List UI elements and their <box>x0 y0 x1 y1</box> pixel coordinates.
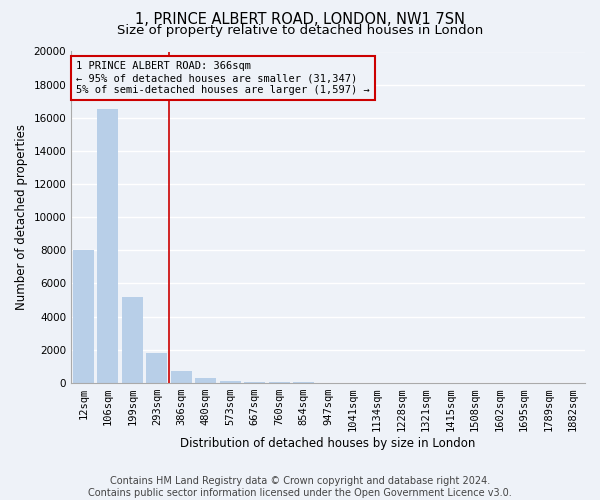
Bar <box>73 250 94 383</box>
Y-axis label: Number of detached properties: Number of detached properties <box>15 124 28 310</box>
Bar <box>269 382 290 383</box>
Bar <box>220 380 241 383</box>
Bar <box>146 353 167 383</box>
Bar <box>244 382 265 383</box>
Text: Size of property relative to detached houses in London: Size of property relative to detached ho… <box>117 24 483 37</box>
Text: 1 PRINCE ALBERT ROAD: 366sqm
← 95% of detached houses are smaller (31,347)
5% of: 1 PRINCE ALBERT ROAD: 366sqm ← 95% of de… <box>76 62 370 94</box>
Bar <box>171 371 191 383</box>
Bar <box>97 110 118 383</box>
Text: Contains HM Land Registry data © Crown copyright and database right 2024.
Contai: Contains HM Land Registry data © Crown c… <box>88 476 512 498</box>
Bar <box>196 378 216 383</box>
X-axis label: Distribution of detached houses by size in London: Distribution of detached houses by size … <box>181 437 476 450</box>
Text: 1, PRINCE ALBERT ROAD, LONDON, NW1 7SN: 1, PRINCE ALBERT ROAD, LONDON, NW1 7SN <box>135 12 465 28</box>
Bar <box>122 296 143 383</box>
